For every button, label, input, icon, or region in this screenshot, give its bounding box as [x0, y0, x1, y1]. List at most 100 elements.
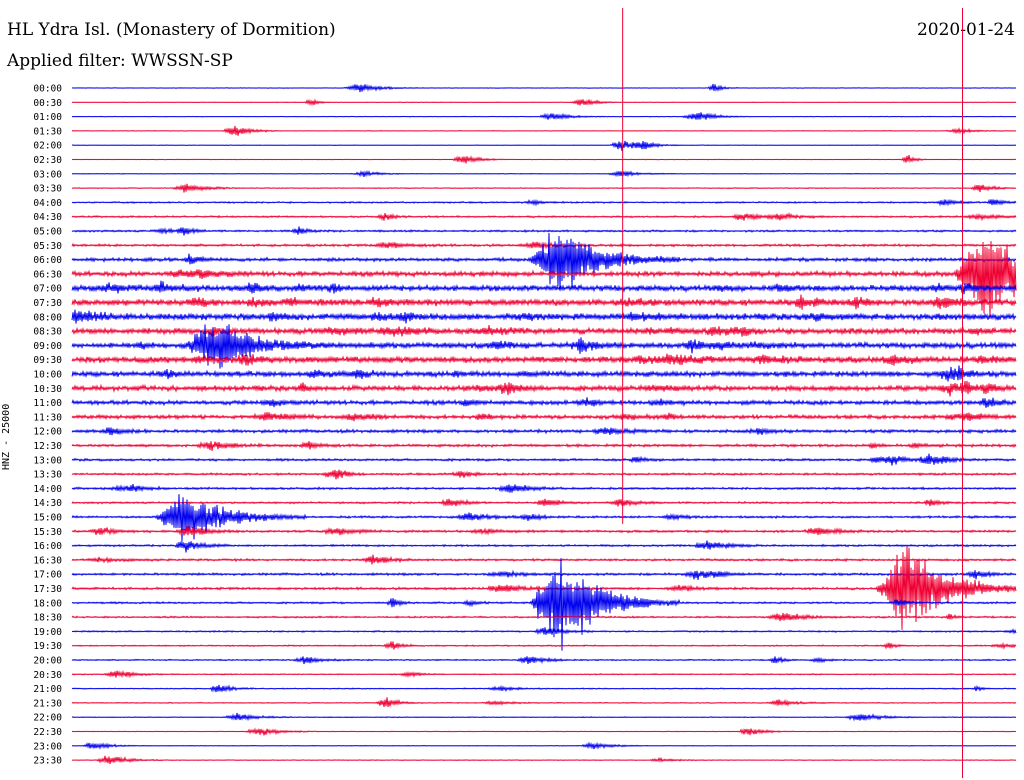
row-time-label: 08:00 [33, 312, 62, 323]
row-time-label: 15:30 [33, 527, 62, 538]
row-time-label: 15:00 [33, 513, 62, 524]
seismic-traces [71, 8, 1017, 778]
trace-row [71, 365, 1017, 382]
trace-row [71, 712, 1017, 722]
row-time-label: 06:30 [33, 269, 62, 280]
row-time-label: 13:00 [33, 455, 62, 466]
trace-row [71, 169, 1017, 178]
row-time-label: 00:30 [33, 98, 62, 109]
row-time-label: 10:00 [33, 370, 62, 381]
row-time-label: 13:30 [33, 470, 62, 481]
trace-row [71, 211, 1017, 222]
trace-row [71, 755, 1017, 765]
trace-row [71, 112, 1017, 121]
row-time-label: 22:00 [33, 713, 62, 724]
row-time-label: 05:00 [33, 227, 62, 238]
trace-row [71, 427, 1017, 436]
row-time-label: 12:30 [33, 441, 62, 452]
filter-subtitle: Applied filter: WWSSN-SP [7, 51, 233, 71]
trace-row [71, 669, 1017, 679]
trace-row [71, 741, 1017, 750]
trace-row [71, 140, 1017, 152]
row-time-label: 14:30 [33, 498, 62, 509]
row-tick-labels: 00:00 00:30 01:00 01:30 02:00 02:30 03:00 03:30… [33, 84, 62, 767]
row-time-label: 23:00 [33, 741, 62, 752]
trace-row [71, 155, 1017, 164]
row-time-label: 00:00 [33, 84, 62, 95]
trace-row [71, 241, 1017, 320]
row-time-label: 01:00 [33, 112, 62, 123]
row-time-label: 17:30 [33, 584, 62, 595]
trace-row [71, 397, 1017, 408]
trace-row [71, 569, 1017, 580]
row-time-label: 14:00 [33, 484, 62, 495]
row-time-label: 01:30 [33, 126, 62, 137]
row-time-label: 21:00 [33, 684, 62, 695]
trace-row [71, 226, 1017, 236]
channel-label: HNZ - 25000 [1, 403, 12, 470]
row-time-label: 18:30 [33, 613, 62, 624]
trace-row [71, 469, 1017, 480]
trace-row [71, 353, 1017, 366]
trace-row [71, 453, 1017, 466]
trace-row [71, 241, 1017, 250]
trace-row [71, 641, 1017, 650]
record-date: 2020-01-24 [916, 20, 1015, 40]
trace-row [71, 727, 1017, 736]
row-time-label: 07:00 [33, 284, 62, 295]
row-time-label: 20:30 [33, 670, 62, 681]
row-time-label: 23:30 [33, 756, 62, 767]
row-time-label: 11:00 [33, 398, 62, 409]
trace-row [71, 697, 1017, 707]
row-time-label: 16:00 [33, 541, 62, 552]
trace-row [71, 380, 1017, 397]
row-time-label: 03:30 [33, 184, 62, 195]
trace-row [71, 324, 1017, 369]
trace-row [71, 612, 1017, 622]
row-time-label: 08:30 [33, 327, 62, 338]
trace-row [71, 554, 1017, 565]
trace-row [71, 655, 1017, 665]
trace-row [71, 280, 1017, 295]
trace-row [71, 498, 1017, 507]
row-time-label: 02:30 [33, 155, 62, 166]
row-time-label: 10:30 [33, 384, 62, 395]
trace-row [71, 441, 1017, 451]
trace-row [71, 198, 1017, 207]
trace-row [71, 183, 1017, 193]
station-title: HL Ydra Isl. (Monastery of Dormition) [7, 20, 336, 40]
trace-row [71, 294, 1017, 310]
row-time-label: 22:30 [33, 727, 62, 738]
trace-row [71, 627, 1017, 635]
row-time-label: 19:00 [33, 627, 62, 638]
trace-row [71, 525, 1017, 536]
trace-row [71, 684, 1017, 693]
row-time-label: 04:30 [33, 212, 62, 223]
row-time-label: 19:30 [33, 641, 62, 652]
row-time-label: 20:00 [33, 656, 62, 667]
trace-row [71, 83, 1017, 93]
row-time-label: 09:30 [33, 355, 62, 366]
row-time-label: 21:30 [33, 698, 62, 709]
trace-row [71, 125, 1017, 136]
trace-row [71, 494, 1017, 542]
trace-row [71, 558, 1017, 651]
row-time-label: 11:30 [33, 412, 62, 423]
trace-row [71, 232, 1017, 290]
row-time-label: 18:00 [33, 598, 62, 609]
row-time-label: 04:00 [33, 198, 62, 209]
row-time-label: 05:30 [33, 241, 62, 252]
row-time-label: 16:30 [33, 555, 62, 566]
row-time-label: 09:00 [33, 341, 62, 352]
row-time-label: 07:30 [33, 298, 62, 309]
row-time-label: 17:00 [33, 570, 62, 581]
row-time-label: 12:00 [33, 427, 62, 438]
trace-row [71, 540, 1017, 553]
trace-row [71, 546, 1017, 630]
row-time-label: 03:00 [33, 169, 62, 180]
trace-row [71, 309, 1017, 324]
trace-row [71, 484, 1017, 493]
row-time-label: 02:00 [33, 141, 62, 152]
trace-row [71, 98, 1017, 107]
